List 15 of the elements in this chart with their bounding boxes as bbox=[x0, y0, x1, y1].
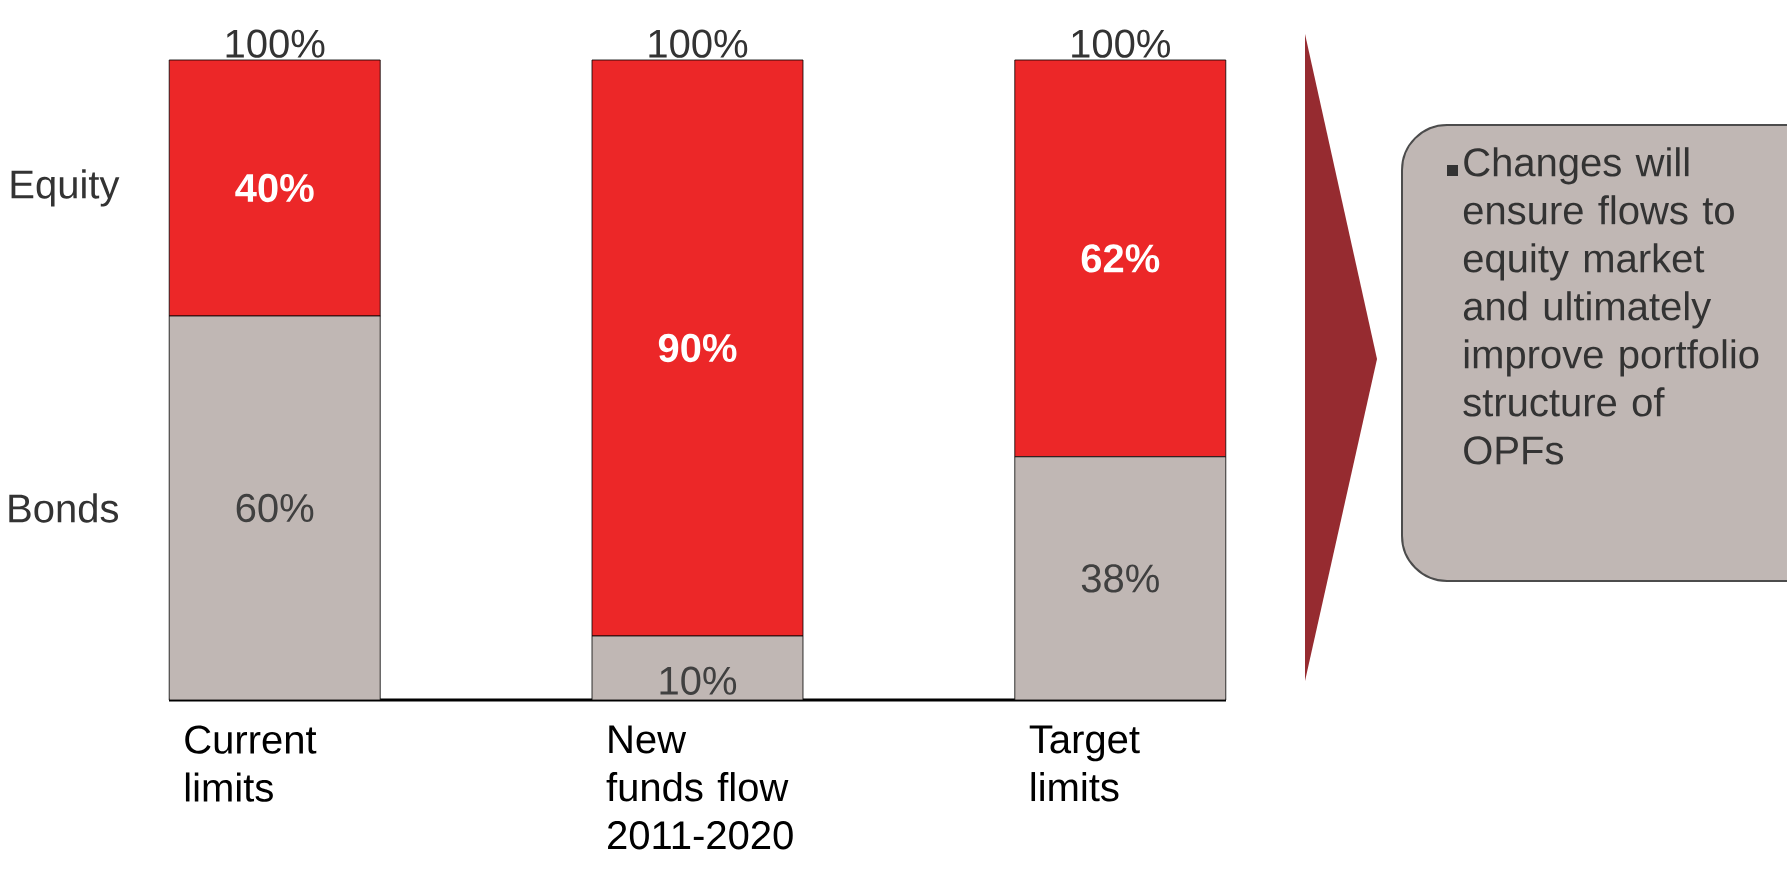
x-tick-label: New funds flow 2011-2020 bbox=[606, 725, 793, 850]
data-label: 62% bbox=[1081, 244, 1160, 273]
data-label: 90% bbox=[658, 333, 737, 363]
total-label: 100% bbox=[1072, 29, 1170, 58]
data-label: 10% bbox=[660, 666, 737, 695]
text: Changes will ensure flows to equity market and ultimately improve portfolio structure of OPFs bbox=[1463, 147, 1759, 465]
series-label: Equity bbox=[11, 169, 120, 207]
total-label: 100% bbox=[226, 29, 325, 58]
data-label: 60% bbox=[236, 493, 314, 523]
data-label: 38% bbox=[1081, 564, 1159, 593]
total-label: 100% bbox=[649, 29, 748, 58]
data-label: 40% bbox=[235, 173, 314, 203]
series-label: Bonds bbox=[9, 493, 119, 523]
x-tick-label: Target limits bbox=[1029, 725, 1140, 802]
x-tick-label: Current limits bbox=[185, 725, 317, 802]
